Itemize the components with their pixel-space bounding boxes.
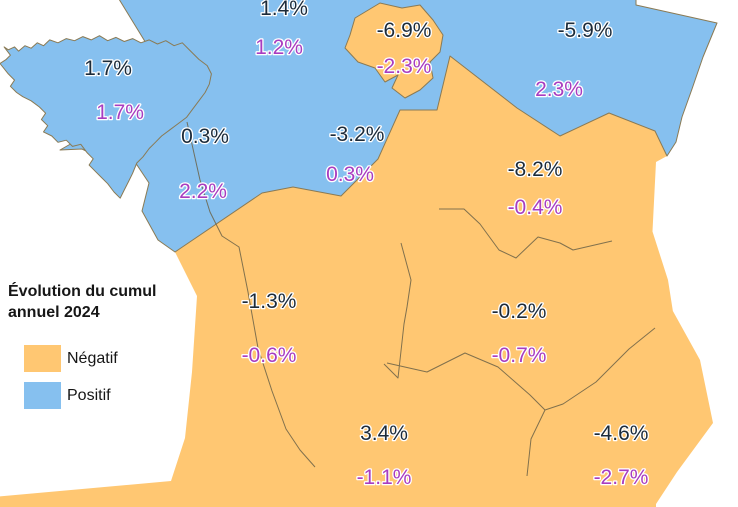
svg-text:-2.3%: -2.3%: [377, 55, 432, 78]
svg-text:2.3%: 2.3%: [535, 78, 583, 101]
svg-text:3.4%: 3.4%: [360, 422, 408, 445]
svg-text:-0.2%: -0.2%: [492, 300, 547, 323]
svg-text:-4.6%: -4.6%: [594, 422, 649, 445]
svg-text:-1.1%: -1.1%: [357, 466, 412, 489]
svg-text:-8.2%: -8.2%: [508, 158, 563, 181]
svg-text:2.2%: 2.2%: [179, 180, 227, 203]
svg-text:1.2%: 1.2%: [255, 36, 303, 59]
svg-text:-0.4%: -0.4%: [508, 196, 563, 219]
svg-text:-6.9%: -6.9%: [377, 19, 432, 42]
svg-text:1.7%: 1.7%: [84, 57, 132, 80]
svg-text:0.3%: 0.3%: [326, 163, 374, 186]
svg-text:-2.7%: -2.7%: [594, 466, 649, 489]
svg-text:1.7%: 1.7%: [96, 101, 144, 124]
svg-text:0.3%: 0.3%: [181, 125, 229, 148]
svg-text:-1.3%: -1.3%: [242, 290, 297, 313]
svg-text:-0.7%: -0.7%: [492, 344, 547, 367]
svg-text:-3.2%: -3.2%: [330, 123, 385, 146]
svg-text:-0.6%: -0.6%: [242, 344, 297, 367]
svg-text:-5.9%: -5.9%: [558, 19, 613, 42]
svg-text:1.4%: 1.4%: [260, 0, 308, 20]
